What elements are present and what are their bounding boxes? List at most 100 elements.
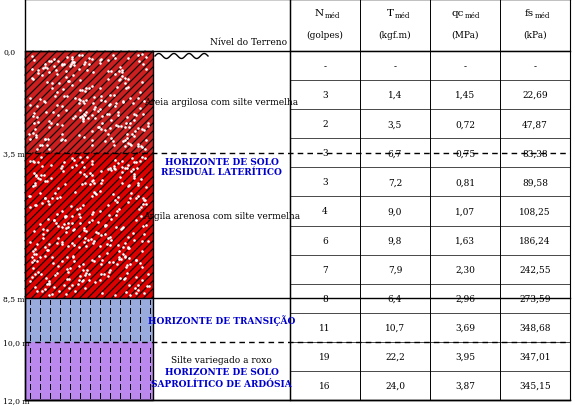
Point	[132, 112, 141, 119]
Point	[58, 224, 67, 231]
Point	[44, 216, 53, 222]
Point	[87, 57, 97, 63]
Point	[138, 277, 147, 283]
Point	[25, 159, 34, 165]
Point	[106, 168, 116, 174]
Point	[112, 199, 121, 205]
Point	[138, 195, 147, 202]
Point	[37, 72, 46, 79]
Point	[132, 195, 141, 201]
Point	[139, 231, 148, 238]
Point	[139, 62, 148, 68]
Point	[97, 126, 106, 133]
Point	[111, 158, 120, 164]
Point	[125, 141, 134, 148]
Point	[37, 143, 47, 149]
Point	[109, 163, 118, 170]
Point	[121, 253, 130, 259]
Point	[144, 284, 154, 290]
Point	[74, 133, 83, 139]
Point	[115, 206, 124, 213]
Point	[31, 202, 40, 209]
Point	[40, 195, 49, 202]
Point	[30, 257, 39, 263]
Point	[79, 171, 89, 177]
Point	[104, 102, 113, 109]
Point	[131, 128, 140, 135]
Point	[137, 145, 147, 151]
Point	[106, 117, 115, 124]
Text: -: -	[324, 62, 327, 71]
Point	[87, 257, 97, 263]
Point	[31, 180, 40, 186]
Point	[105, 112, 114, 118]
Point	[110, 92, 119, 99]
Point	[55, 194, 64, 200]
Point	[108, 192, 117, 198]
Point	[135, 260, 144, 267]
Point	[85, 181, 94, 188]
Point	[87, 137, 97, 143]
Text: 10,7: 10,7	[385, 323, 405, 332]
Point	[28, 259, 37, 266]
Point	[132, 257, 141, 263]
Point	[142, 66, 151, 73]
Point	[59, 221, 68, 228]
Point	[90, 258, 99, 264]
Point	[74, 245, 83, 251]
Point	[96, 188, 105, 194]
Point	[50, 190, 59, 196]
Point	[28, 75, 37, 82]
Point	[80, 239, 89, 246]
Point	[89, 239, 98, 245]
Point	[79, 277, 88, 284]
Point	[28, 114, 37, 120]
Point	[126, 121, 135, 128]
Point	[85, 85, 94, 92]
Point	[136, 177, 145, 183]
Point	[42, 281, 51, 288]
Point	[31, 132, 40, 139]
Point	[133, 193, 143, 200]
Point	[36, 173, 45, 179]
Point	[121, 264, 131, 270]
Point	[101, 232, 110, 238]
Point	[104, 273, 113, 279]
Text: Nível do Terreno: Nível do Terreno	[210, 38, 287, 47]
Point	[29, 228, 39, 235]
Point	[137, 213, 146, 219]
Point	[42, 142, 51, 149]
Text: 47,87: 47,87	[522, 120, 548, 129]
Point	[89, 240, 98, 247]
Point	[113, 160, 122, 166]
Point	[39, 226, 48, 232]
Point	[87, 84, 96, 90]
Point	[104, 202, 113, 209]
Point	[74, 101, 83, 107]
Text: méd: méd	[535, 13, 550, 20]
Point	[81, 285, 90, 291]
Point	[63, 79, 72, 85]
Point	[68, 165, 77, 171]
Point	[118, 224, 128, 231]
Point	[87, 172, 96, 179]
Text: 108,25: 108,25	[519, 207, 551, 216]
Point	[85, 220, 94, 226]
Point	[44, 247, 53, 254]
Point	[58, 163, 67, 170]
Point	[87, 113, 97, 119]
Point	[128, 167, 137, 173]
Point	[113, 84, 122, 91]
Point	[105, 93, 114, 99]
Point	[33, 176, 42, 182]
Point	[52, 71, 62, 78]
Point	[132, 159, 141, 165]
Point	[93, 124, 102, 131]
Point	[29, 252, 39, 258]
Text: 3,5: 3,5	[388, 120, 402, 129]
Text: 3,69: 3,69	[455, 323, 475, 332]
Point	[124, 199, 133, 206]
Point	[131, 286, 140, 292]
Point	[76, 221, 85, 227]
Point	[116, 77, 125, 83]
